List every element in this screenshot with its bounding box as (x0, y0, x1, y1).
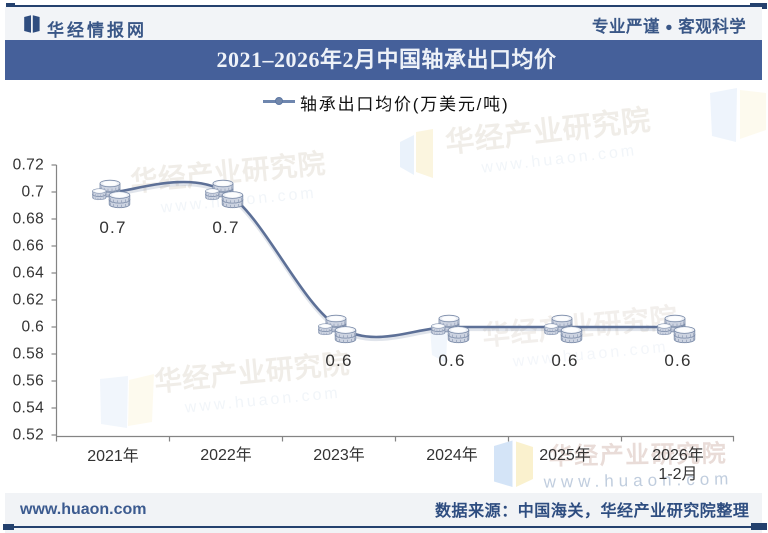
svg-text:0.54: 0.54 (13, 400, 44, 417)
svg-text:0.6: 0.6 (664, 351, 691, 370)
svg-text:0.66: 0.66 (13, 238, 44, 255)
svg-text:0.6: 0.6 (551, 351, 578, 370)
svg-text:0.68: 0.68 (13, 211, 44, 228)
svg-text:0.64: 0.64 (13, 265, 44, 282)
svg-text:0.72: 0.72 (13, 157, 44, 174)
svg-text:www.huaon.com: www.huaon.com (542, 469, 733, 491)
svg-text:2026年: 2026年 (652, 446, 704, 464)
svg-text:0.6: 0.6 (22, 319, 44, 336)
svg-text:2024年: 2024年 (426, 446, 478, 464)
svg-text:0.56: 0.56 (13, 373, 44, 390)
svg-text:0.6: 0.6 (325, 351, 352, 370)
svg-text:1-2月: 1-2月 (658, 466, 697, 483)
svg-text:0.58: 0.58 (13, 346, 44, 363)
svg-text:0.62: 0.62 (13, 292, 44, 309)
svg-text:2022年: 2022年 (200, 446, 252, 464)
svg-text:0.52: 0.52 (13, 427, 44, 444)
svg-text:2025年: 2025年 (539, 446, 591, 464)
svg-text:2023年: 2023年 (313, 446, 365, 464)
svg-text:0.7: 0.7 (22, 184, 44, 201)
svg-text:0.7: 0.7 (212, 218, 239, 237)
svg-text:2021年: 2021年 (87, 447, 139, 465)
svg-text:华经产业研究院: 华经产业研究院 (549, 439, 728, 470)
svg-text:0.7: 0.7 (99, 218, 126, 237)
svg-text:0.6: 0.6 (438, 351, 465, 370)
